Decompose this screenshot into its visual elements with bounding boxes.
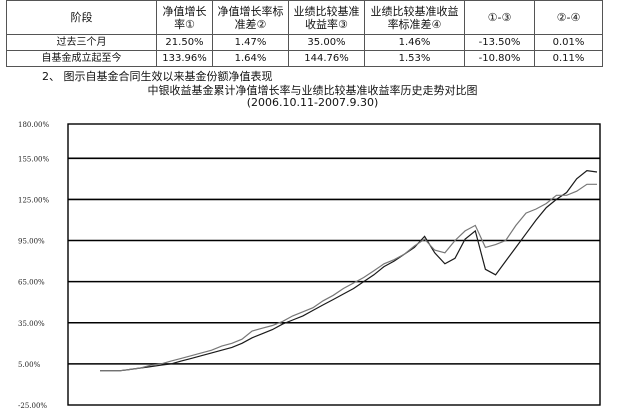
table-header-cell: 业绩比较基准收益率标准差④: [364, 0, 465, 35]
table-cell: -10.80%: [464, 50, 535, 67]
performance-table: 阶段 净值增长率① 净值增长率标准差② 业绩比较基准收益率③ 业绩比较基准收益率…: [6, 0, 603, 67]
y-tick-label: 95.00%: [18, 238, 45, 246]
plot-frame: [67, 123, 601, 406]
y-tick-label: 155.00%: [18, 155, 49, 163]
table-cell: 0.11%: [534, 50, 603, 67]
y-tick-label: 125.00%: [18, 196, 49, 204]
y-axis-ticks: -25.00% 5.00% 35.00% 65.00% 95.00% 125.00% 155…: [18, 121, 49, 410]
table-header-cell: 阶段: [6, 0, 157, 35]
table-cell: 1.53%: [364, 50, 465, 67]
gridlines: [68, 157, 600, 365]
table-row: 过去三个月 21.50% 1.47% 35.00% 1.46% -13.50% …: [6, 34, 603, 51]
table-row: 自基金成立起至今 133.96% 1.64% 144.76% 1.53% -10…: [6, 50, 603, 67]
table-header-row: 阶段 净值增长率① 净值增长率标准差② 业绩比较基准收益率③ 业绩比较基准收益率…: [6, 0, 603, 35]
y-tick-label: 5.00%: [18, 361, 41, 369]
table-header-cell: ②-④: [534, 0, 603, 35]
table-header-cell: 净值增长率标准差②: [212, 0, 289, 35]
chart-subtitle: (2006.10.11-2007.9.30): [246, 96, 379, 109]
series-line: [100, 169, 598, 372]
plot-border: [67, 123, 601, 406]
table-cell: 144.76%: [288, 50, 365, 67]
table-header-cell: 净值增长率①: [156, 0, 213, 35]
y-tick-label: -25.00%: [18, 402, 47, 410]
section-heading: 2、 图示自基金合同生效以来基金份额净值表现: [42, 70, 273, 83]
table-header-cell: ①-③: [464, 0, 535, 35]
series-line: [100, 183, 597, 372]
y-tick-label: 35.00%: [18, 320, 45, 328]
table-cell: 133.96%: [156, 50, 213, 67]
y-tick-label: 65.00%: [18, 279, 45, 287]
y-tick-label: 180.00%: [18, 121, 49, 129]
series-lines: [100, 169, 598, 372]
chart-title: 中银收益基金累计净值增长率与业绩比较基准收益率历史走势对比图: [147, 84, 478, 97]
